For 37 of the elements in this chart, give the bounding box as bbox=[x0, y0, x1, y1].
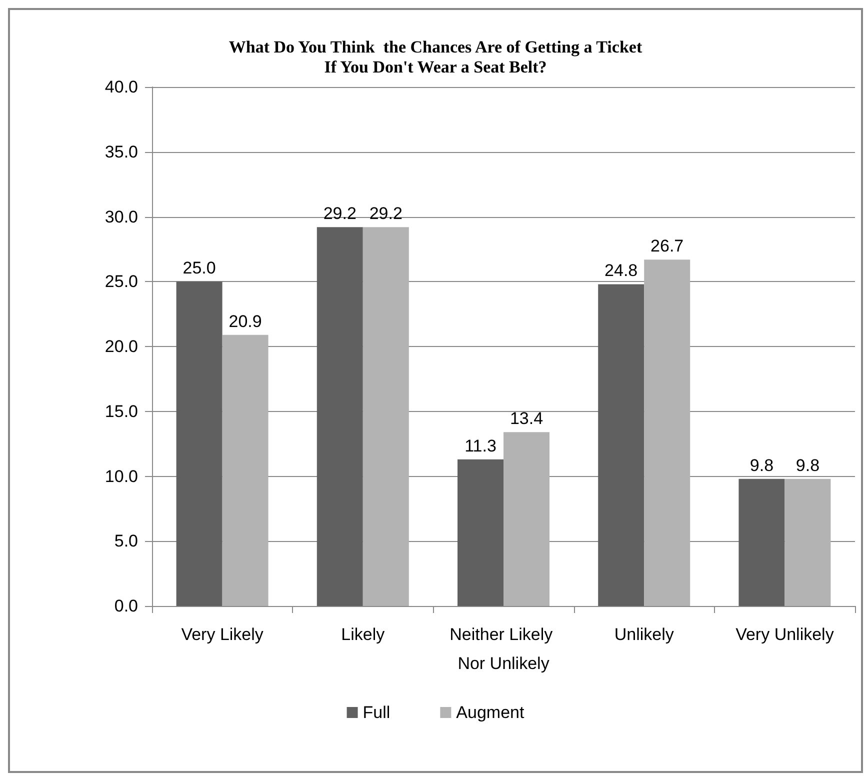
bar bbox=[598, 284, 644, 606]
bar bbox=[504, 432, 550, 606]
bar bbox=[176, 282, 222, 606]
data-label: 26.7 bbox=[650, 236, 684, 256]
x-tick-label: Unlikely bbox=[614, 625, 674, 644]
x-tick-label: Very Likely bbox=[181, 625, 264, 644]
data-label: 25.0 bbox=[182, 258, 216, 278]
bar bbox=[362, 227, 409, 606]
y-tick-label: 20.0 bbox=[104, 337, 138, 356]
x-tick-label: Likely bbox=[341, 625, 386, 644]
data-label: 29.2 bbox=[323, 204, 356, 224]
y-tick-label: 25.0 bbox=[104, 272, 138, 292]
data-label: 11.3 bbox=[464, 436, 496, 456]
y-tick-label: 5.0 bbox=[114, 532, 138, 551]
chart-title: What Do You Think the Chances Are of Getting a Ticket If You Don't Wear a Seat Belt? bbox=[228, 38, 642, 76]
x-tick-label: Very Unlikely bbox=[736, 625, 834, 644]
data-label: 20.9 bbox=[228, 312, 262, 331]
y-tick-label: 35.0 bbox=[104, 142, 138, 162]
bar bbox=[458, 459, 504, 606]
y-tick-label: 15.0 bbox=[104, 402, 138, 421]
bar bbox=[738, 478, 785, 606]
bar bbox=[784, 478, 831, 606]
legend-label: Full bbox=[362, 703, 390, 722]
bar bbox=[316, 227, 363, 606]
data-label: 9.8 bbox=[750, 456, 774, 475]
legend-label: Augment bbox=[456, 703, 524, 722]
data-label: 24.8 bbox=[604, 261, 638, 280]
y-tick-label: 30.0 bbox=[104, 207, 138, 226]
data-label: 9.8 bbox=[796, 456, 820, 475]
y-tick-label: 0.0 bbox=[114, 596, 138, 616]
bar bbox=[644, 260, 690, 606]
data-label: 29.2 bbox=[369, 204, 402, 224]
x-tick-label: Neither Likely Nor Unlikely bbox=[450, 625, 558, 673]
y-tick-label: 10.0 bbox=[104, 466, 138, 486]
y-tick-label: 40.0 bbox=[104, 78, 138, 96]
bar bbox=[222, 334, 268, 606]
data-label: 13.4 bbox=[510, 409, 544, 428]
